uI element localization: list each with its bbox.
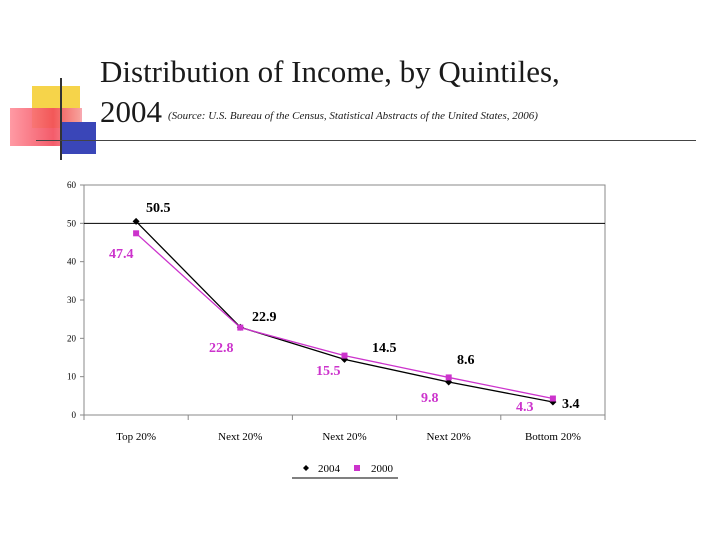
x-tick-label: Top 20% xyxy=(116,431,156,443)
title-year: 2004 xyxy=(100,94,162,129)
plot-area xyxy=(83,184,606,416)
x-tick-label: Next 20% xyxy=(218,431,262,443)
data-label-2004: 3.4 xyxy=(562,397,580,412)
y-tick-label: 40 xyxy=(67,257,77,267)
series-2004-line xyxy=(135,220,554,403)
data-label-2000: 22.8 xyxy=(209,341,234,356)
legend-2000-label: 2000 xyxy=(371,463,394,475)
legend-2000-marker xyxy=(354,465,360,471)
data-label-2000: 15.5 xyxy=(316,364,341,379)
series-2000-point xyxy=(549,395,556,402)
series-2000-line xyxy=(135,232,554,400)
deco-blue-block xyxy=(62,122,96,154)
data-label-2004: 14.5 xyxy=(372,341,397,356)
data-label-2000: 9.8 xyxy=(421,391,439,406)
title-line-1: Distribution of Income, by Quintiles, xyxy=(100,54,560,89)
deco-vertical-line xyxy=(60,78,62,160)
y-tick-label: 30 xyxy=(67,295,77,305)
y-tick-label: 60 xyxy=(67,180,77,190)
series-2000-point xyxy=(133,230,140,237)
title-line-2: 2004 (Source: U.S. Bureau of the Census, … xyxy=(100,92,710,136)
slide-title: Distribution of Income, by Quintiles, 20… xyxy=(100,52,710,136)
series-2000-point xyxy=(445,374,452,381)
legend-2004-label: 2004 xyxy=(318,463,341,475)
source-note: (Source: U.S. Bureau of the Census, Stat… xyxy=(168,110,538,122)
y-tick-label: 10 xyxy=(67,372,77,382)
series-2004-point xyxy=(132,217,140,225)
y-tick-label: 0 xyxy=(72,410,77,420)
data-label-2004: 50.5 xyxy=(146,201,171,216)
series-2000-point xyxy=(341,352,348,359)
legend-2004-marker xyxy=(303,465,309,471)
series-2000-point xyxy=(237,324,244,331)
data-label-2004: 8.6 xyxy=(457,353,475,368)
x-tick-label: Bottom 20% xyxy=(525,431,581,443)
x-tick-label: Next 20% xyxy=(322,431,366,443)
deco-horizontal-line xyxy=(36,140,696,141)
data-label-2000: 4.3 xyxy=(516,400,534,415)
x-tick-label: Next 20% xyxy=(427,431,471,443)
data-label-2000: 47.4 xyxy=(109,247,134,262)
y-tick-label: 50 xyxy=(67,218,77,228)
y-tick-label: 20 xyxy=(67,333,77,343)
data-label-2004: 22.9 xyxy=(252,310,277,325)
